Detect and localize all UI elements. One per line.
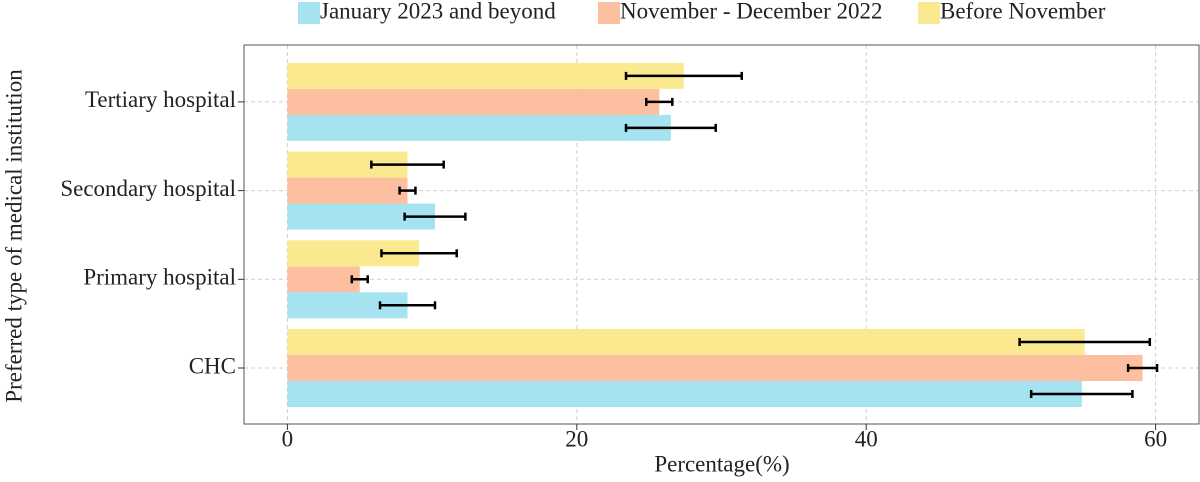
plot-frame: [243, 44, 1200, 425]
error-bar: [380, 249, 458, 258]
error-bar: [1018, 338, 1152, 346]
error-bar: [403, 212, 467, 221]
error-bar: [624, 71, 744, 80]
bar: [287, 62, 684, 89]
error-bar: [398, 186, 417, 195]
error-bar: [1126, 364, 1159, 372]
y-axis-title: Preferred type of medical institution: [1, 69, 26, 403]
legend-swatch: [598, 2, 620, 24]
legend-label: January 2023 and beyond: [320, 0, 556, 23]
x-tick-label: 20: [565, 426, 588, 451]
x-axis-title: Percentage(%): [654, 451, 789, 476]
x-tick-label: 60: [1144, 426, 1167, 451]
legend-swatch: [918, 2, 940, 24]
bar: [287, 381, 1082, 407]
error-bar: [378, 301, 437, 310]
error-bar: [624, 123, 717, 132]
bar: [287, 329, 1085, 355]
y-tick-label: Secondary hospital: [60, 176, 236, 201]
bar: [287, 88, 660, 115]
y-tick-label: CHC: [189, 353, 236, 378]
bar: [287, 266, 360, 293]
legend-label: Before November: [940, 0, 1106, 23]
bar: [287, 114, 671, 141]
legend-swatch: [298, 2, 320, 24]
x-tick-label: 0: [282, 426, 294, 451]
error-bar: [350, 275, 369, 284]
x-tick-label: 40: [855, 426, 878, 451]
error-bar: [1029, 390, 1134, 398]
error-bar: [645, 97, 674, 106]
error-bar: [370, 160, 445, 169]
y-tick-label: Tertiary hospital: [85, 87, 236, 112]
y-tick-label: Primary hospital: [83, 265, 236, 290]
bar: [287, 355, 1143, 381]
bar: [287, 177, 408, 204]
legend-label: November - December 2022: [620, 0, 882, 23]
